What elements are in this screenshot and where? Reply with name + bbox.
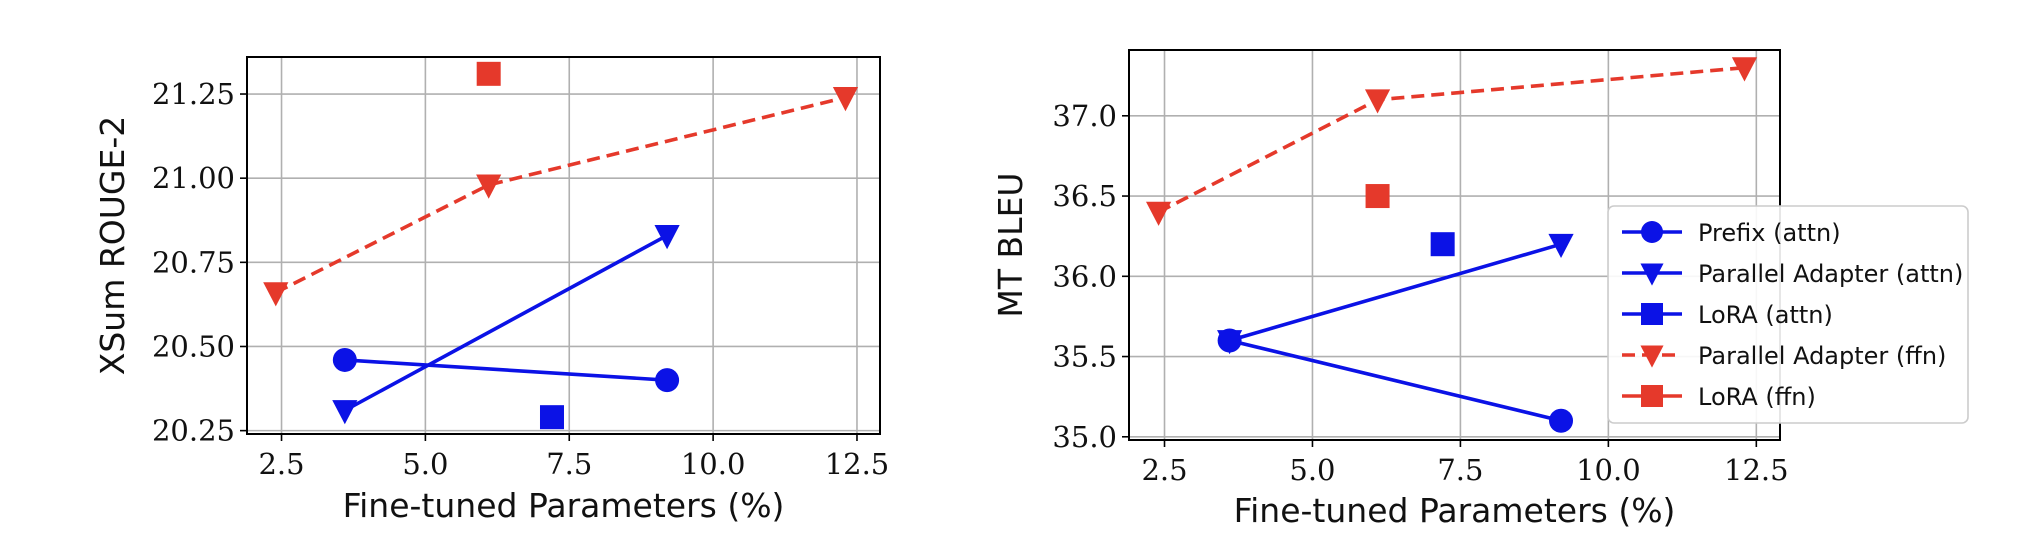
data-point-parallel-adapter-attn [654, 225, 680, 250]
plot-frame [246, 56, 881, 435]
y-axis-label: XSum ROUGE-2 [93, 116, 132, 376]
legend-label: Parallel Adapter (ffn) [1698, 342, 1946, 370]
xsum-rouge-chart: 2.5 5.0 7.5 10.0 12.5 20.25 20.50 20.75 21.00 21.… [93, 56, 890, 525]
legend: Prefix (attn) Parallel Adapter (attn) LoRA… [1607, 205, 1969, 424]
x-tick-label: 10.0 [681, 447, 746, 481]
data-point-parallel-adapter-attn [1217, 330, 1243, 355]
x-tick-label: 7.5 [1437, 453, 1483, 487]
x-tick-label: 10.0 [1576, 453, 1641, 487]
legend-label: LoRA (ffn) [1698, 383, 1816, 411]
data-point-lora-ffn [476, 61, 501, 86]
series-line-parallel-adapter-ffn [1157, 65, 1745, 214]
mt-bleu-chart: 2.5 5.0 7.5 10.0 12.5 35.0 35.5 36.0 36.5 37.0 Fin… [991, 49, 1969, 530]
data-point-parallel-adapter-attn [1548, 233, 1574, 258]
legend-label: Prefix (attn) [1698, 219, 1841, 247]
y-axis-label: MT BLEU [991, 172, 1030, 317]
data-point-lora-attn [1430, 232, 1455, 257]
y-tick-label: 36.5 [1052, 179, 1117, 213]
series-line-prefix-attn [1229, 338, 1562, 423]
data-point-lora-ffn [1365, 184, 1390, 209]
x-tick-label: 2.5 [1141, 453, 1187, 487]
y-tick-label: 37.0 [1052, 99, 1117, 133]
series-line-parallel-adapter-ffn [274, 95, 846, 295]
x-tick-label: 5.0 [402, 447, 448, 481]
data-point-lora-attn [539, 405, 564, 430]
x-axis-label: Fine-tuned Parameters (%) [343, 486, 785, 525]
y-tick-label: 36.0 [1052, 259, 1117, 293]
series-line-parallel-adapter-attn [1229, 242, 1562, 343]
legend-box [1607, 205, 1969, 424]
legend-label: LoRA (attn) [1698, 301, 1833, 329]
y-tick-label: 35.0 [1052, 420, 1117, 454]
x-tick-label: 2.5 [258, 447, 304, 481]
legend-marker [1641, 221, 1663, 243]
data-point-prefix-attn [655, 368, 680, 393]
legend-marker [1640, 263, 1664, 286]
legend-marker [1640, 345, 1664, 368]
y-tick-label: 20.75 [152, 245, 235, 279]
x-tick-label: 7.5 [546, 447, 592, 481]
legend-marker [1641, 303, 1663, 325]
y-tick-label: 21.25 [152, 77, 235, 111]
series-line-parallel-adapter-attn [343, 233, 668, 413]
data-point-parallel-adapter-ffn [1731, 57, 1758, 82]
data-point-parallel-adapter-ffn [832, 87, 859, 112]
x-axis-label: Fine-tuned Parameters (%) [1234, 491, 1676, 530]
series-line-prefix-attn [344, 358, 668, 382]
y-tick-label: 21.00 [152, 161, 235, 195]
y-tick-label: 35.5 [1052, 340, 1117, 374]
x-tick-label: 12.5 [825, 447, 890, 481]
data-point-prefix-attn [1549, 408, 1574, 433]
data-point-parallel-adapter-ffn [1364, 89, 1391, 114]
data-point-parallel-adapter-ffn [476, 174, 502, 199]
data-point-prefix-attn [332, 347, 357, 372]
data-point-parallel-adapter-ffn [1145, 201, 1172, 226]
legend-label: Parallel Adapter (attn) [1698, 260, 1963, 288]
y-tick-label: 20.25 [152, 414, 235, 448]
data-point-parallel-adapter-ffn [263, 282, 289, 307]
legend-marker [1641, 385, 1663, 407]
x-tick-label: 5.0 [1289, 453, 1335, 487]
x-tick-label: 12.5 [1724, 453, 1789, 487]
y-tick-label: 20.50 [152, 329, 235, 363]
data-point-parallel-adapter-attn [332, 400, 358, 425]
